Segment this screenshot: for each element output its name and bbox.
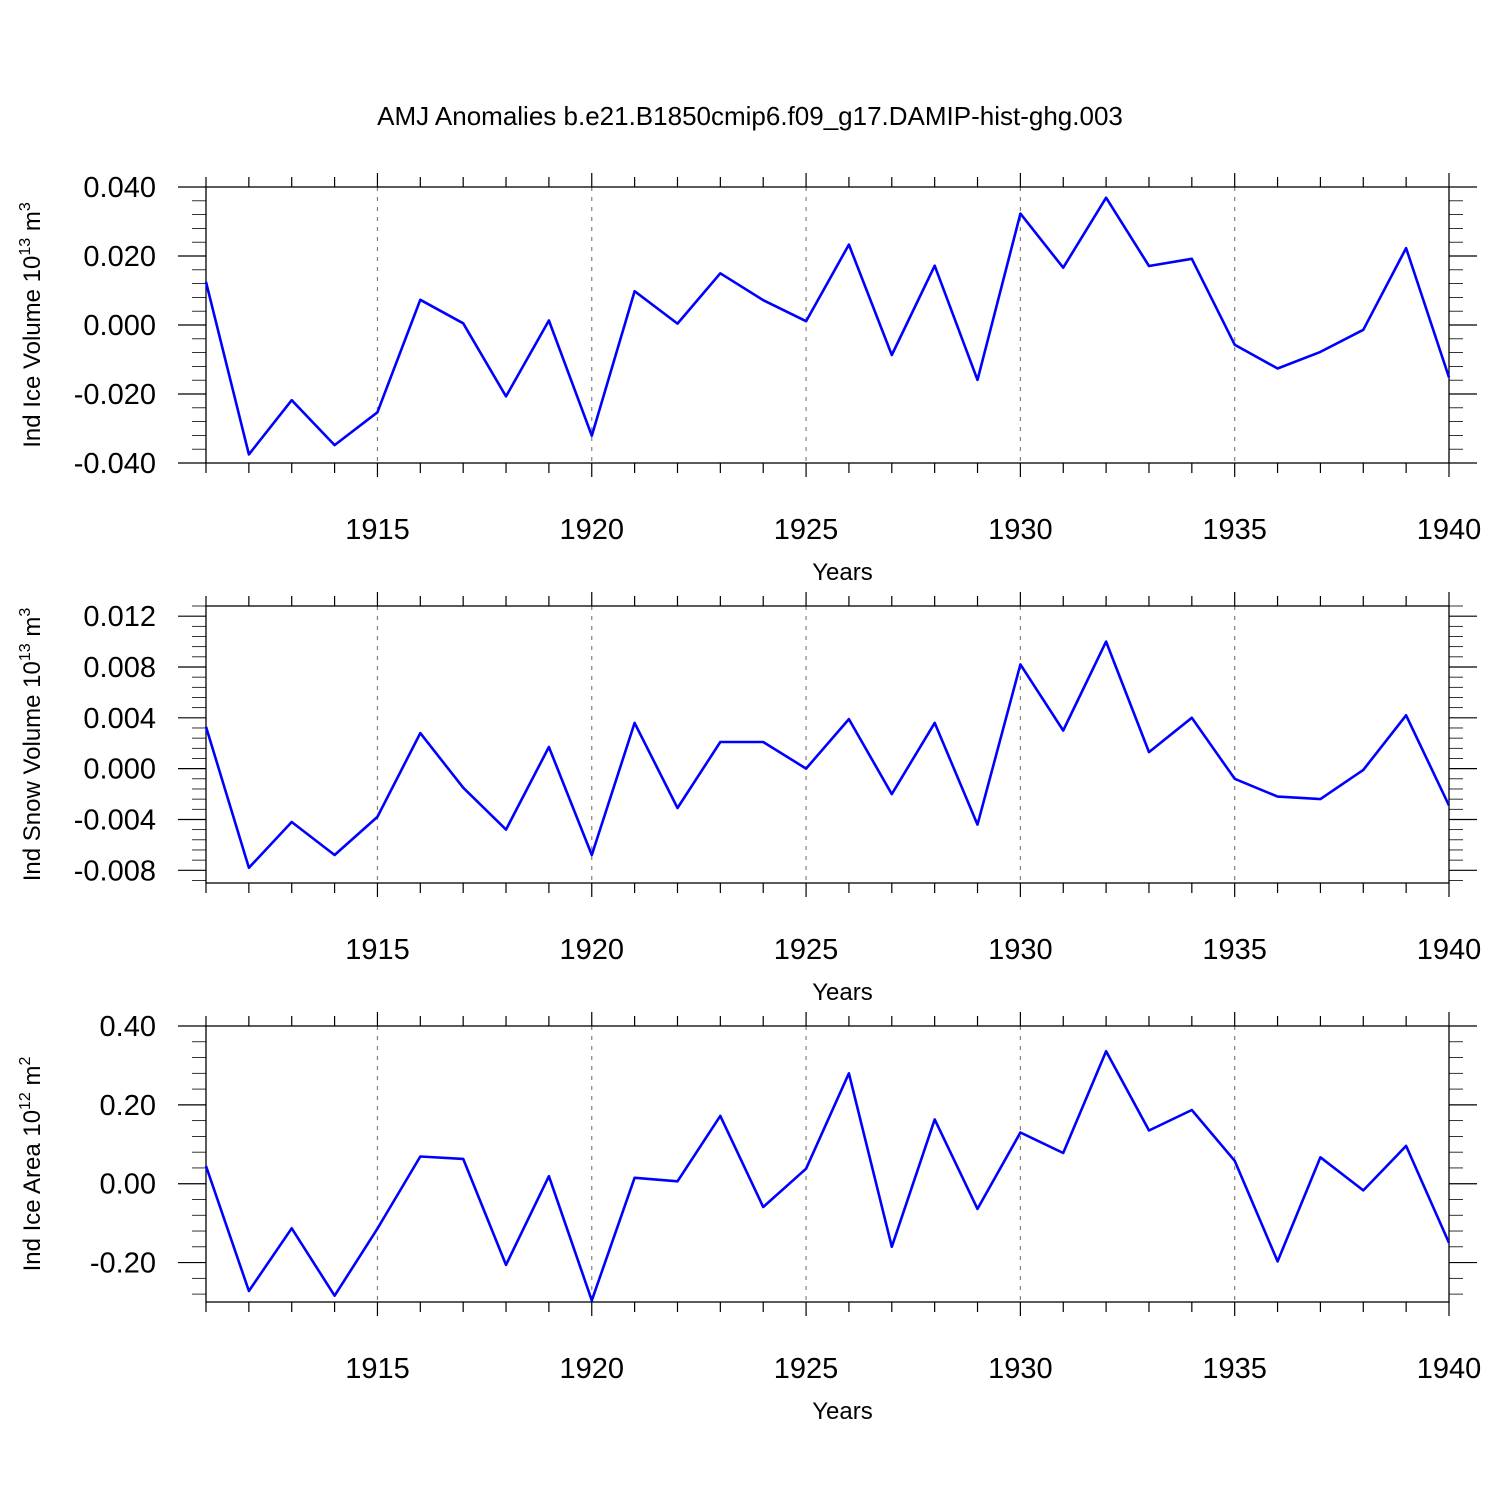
x-tick-label: 1940: [1417, 934, 1482, 966]
plot-frame: [205, 186, 1450, 464]
x-tick-label: 1935: [1202, 934, 1267, 966]
x-tick-label: 1925: [774, 1353, 839, 1385]
data-line: [204, 1049, 1451, 1302]
y-tick-label: 0.012: [83, 601, 156, 633]
y-tick-label: -0.040: [74, 448, 156, 480]
data-line: [204, 640, 1451, 870]
y-tick-label: 0.040: [83, 172, 156, 204]
x-tick-label: 1920: [560, 934, 625, 966]
plot-frame: [205, 605, 1450, 884]
x-tick-label: 1930: [988, 514, 1053, 546]
y-tick-label: 0.20: [100, 1090, 156, 1122]
y-tick-label: 0.00: [100, 1169, 156, 1201]
y-axis-title: Ind Ice Volume 1013 m3: [17, 202, 46, 448]
x-tick-label: 1940: [1417, 514, 1482, 546]
y-tick-label: 0.000: [83, 310, 156, 342]
y-tick-label: -0.004: [74, 804, 156, 836]
y-tick-label: 0.40: [100, 1011, 156, 1043]
y-axis-title: Ind Snow Volume 1013 m3: [17, 608, 46, 882]
y-tick-label: 0.000: [83, 754, 156, 786]
plot-frame: [205, 1025, 1450, 1303]
y-axis-title-unit: m: [19, 1065, 46, 1092]
x-tick-label: 1920: [560, 1353, 625, 1385]
y-axis-title-exp: 13: [17, 643, 34, 661]
x-tick-label: 1925: [774, 514, 839, 546]
x-axis-title: Years: [812, 1398, 873, 1425]
x-tick-label: 1925: [774, 934, 839, 966]
x-axis-title: Years: [812, 559, 873, 586]
y-axis-title-unit: m: [19, 617, 46, 644]
y-tick-label: -0.20: [90, 1248, 156, 1280]
chart-title: AMJ Anomalies b.e21.B1850cmip6.f09_g17.D…: [377, 101, 1123, 131]
x-tick-label: 1915: [345, 1353, 410, 1385]
panel-2: 1915 1920 1925 1930 1935 1940 Years 0.012 0.008 0…: [17, 592, 1481, 1006]
x-axis-title: Years: [812, 979, 873, 1006]
x-tick-label: 1935: [1202, 514, 1267, 546]
y-tick-label: -0.020: [74, 379, 156, 411]
x-tick-label: 1930: [988, 1353, 1053, 1385]
x-tick-label: 1935: [1202, 1353, 1267, 1385]
y-axis-title-exp: 13: [17, 238, 34, 256]
y-tick-label: 0.020: [83, 241, 156, 273]
y-axis-title-main: Ind Ice Volume 10: [19, 256, 46, 448]
y-tick-label: 0.008: [83, 652, 156, 684]
y-tick-label: 0.004: [83, 703, 156, 735]
y-axis-title: Ind Ice Area 1012 m2: [17, 1056, 46, 1271]
data-line: [204, 196, 1451, 456]
y-axis-title-unit-exp: 3: [17, 608, 34, 617]
x-tick-label: 1930: [988, 934, 1053, 966]
y-axis-title-unit-exp: 2: [17, 1056, 34, 1065]
y-tick-label: -0.008: [74, 855, 156, 887]
panel-1: 1915 1920 1925 1930 1935 1940 Years 0.040 0.020 0…: [17, 172, 1481, 586]
x-tick-label: 1940: [1417, 1353, 1482, 1385]
y-axis-title-main: Ind Snow Volume 10: [19, 661, 46, 881]
x-tick-label: 1915: [345, 514, 410, 546]
y-axis-title-main: Ind Ice Area 10: [19, 1110, 46, 1271]
x-tick-label: 1915: [345, 934, 410, 966]
y-axis-title-exp: 12: [17, 1092, 34, 1110]
panel-3: 1915 1920 1925 1930 1935 1940 Years 0.40 0.20 0.0…: [17, 1011, 1481, 1425]
x-tick-label: 1920: [560, 514, 625, 546]
y-axis-title-unit-exp: 3: [17, 202, 34, 211]
y-axis-title-unit: m: [19, 211, 46, 238]
